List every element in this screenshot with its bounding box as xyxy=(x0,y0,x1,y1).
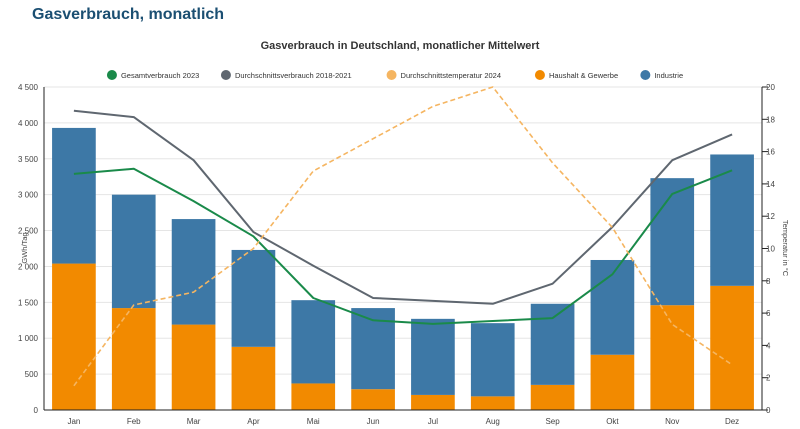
y-tick-label: 0 xyxy=(34,406,39,415)
x-tick-label: Aug xyxy=(486,417,500,426)
bar-industrie xyxy=(470,323,515,397)
y2-axis-label: Temperatur in °C xyxy=(781,220,790,277)
bar-industrie xyxy=(530,303,575,385)
line-durchschnittsverbrauch-2018-2021 xyxy=(73,109,733,305)
x-tick-label: Okt xyxy=(606,417,619,426)
y2-tick-label: 10 xyxy=(766,245,775,254)
x-tick-label: Feb xyxy=(127,417,141,426)
legend-marker xyxy=(640,70,651,80)
bar-industrie xyxy=(52,127,96,264)
grid-lines xyxy=(44,86,762,375)
y2-tick-label: 0 xyxy=(766,406,771,415)
bar-series xyxy=(52,127,754,410)
bar-industrie xyxy=(111,194,156,309)
chart-legend: Gesamtverbrauch 2023 Durchschnittsverbrau… xyxy=(106,70,683,80)
x-tick-label: Jul xyxy=(428,417,438,426)
y-tick-label: 2 500 xyxy=(18,227,39,236)
bar-haushalt xyxy=(411,394,455,410)
legend-label: Gesamtverbrauch 2023 xyxy=(121,71,199,80)
legend-label: Durchschnittsverbrauch 2018-2021 xyxy=(235,71,352,80)
y-tick-label: 4 000 xyxy=(18,119,39,128)
bar-haushalt xyxy=(231,346,276,410)
y2-tick-label: 14 xyxy=(766,180,775,189)
y-tick-label: 1 000 xyxy=(18,334,39,343)
x-tick-label: Sep xyxy=(545,417,560,426)
y2-tick-label: 4 xyxy=(766,341,771,350)
x-tick-label: Dez xyxy=(725,417,739,426)
bar-industrie xyxy=(171,219,216,325)
bar-haushalt xyxy=(470,396,515,410)
y2-tick-label: 6 xyxy=(766,309,771,318)
legend-marker xyxy=(106,70,117,80)
bar-haushalt xyxy=(530,384,575,410)
x-tick-label: Jan xyxy=(67,417,80,426)
page-heading: Gasverbrauch, monatlich xyxy=(32,6,225,23)
chart-title: Gasverbrauch in Deutschland, monatlicher… xyxy=(261,40,540,52)
y-tick-label: 1 500 xyxy=(18,298,39,307)
x-tick-label: Mar xyxy=(187,417,201,426)
y2-tick-label: 12 xyxy=(766,212,775,221)
line-series xyxy=(73,86,733,387)
y-tick-label: 4 500 xyxy=(18,83,39,92)
bar-haushalt xyxy=(52,263,96,410)
line-durchschnittstemperatur-2024 xyxy=(73,86,733,387)
axes: 0 500 1 000 1 500 2 000 2 500 3 000 3 500 4 000 4… xyxy=(18,83,775,426)
y2-tick-label: 2 xyxy=(766,374,771,383)
bar-industrie xyxy=(291,300,336,384)
y-tick-label: 500 xyxy=(25,370,39,379)
x-tick-label: Jun xyxy=(367,417,380,426)
bar-haushalt xyxy=(171,324,216,410)
y-tick-label: 2 000 xyxy=(18,262,39,271)
bar-haushalt xyxy=(590,354,635,410)
legend-label: Industrie xyxy=(654,71,683,80)
y2-tick-label: 16 xyxy=(766,148,775,157)
x-tick-label: Apr xyxy=(247,417,260,426)
bar-industrie xyxy=(411,318,455,395)
bar-haushalt xyxy=(710,285,754,410)
y2-tick-label: 20 xyxy=(766,83,775,92)
y2-tick-label: 18 xyxy=(766,115,775,124)
bar-haushalt xyxy=(111,308,156,410)
legend-label: Durchschnittstemperatur 2024 xyxy=(401,71,501,80)
y-tick-label: 3 500 xyxy=(18,155,39,164)
bar-haushalt xyxy=(291,383,336,410)
bar-industrie xyxy=(231,249,276,347)
bar-haushalt xyxy=(351,389,395,410)
legend-marker xyxy=(534,70,545,80)
bar-industrie xyxy=(650,178,695,306)
legend-marker xyxy=(386,70,397,80)
x-tick-label: Nov xyxy=(665,417,679,426)
legend-label: Haushalt & Gewerbe xyxy=(549,71,618,80)
bar-industrie xyxy=(710,154,754,286)
y2-tick-label: 8 xyxy=(766,277,771,286)
bar-industrie xyxy=(590,259,635,355)
y-tick-label: 3 000 xyxy=(18,191,39,200)
y-axis-label: GWh/Tag xyxy=(20,232,29,263)
legend-marker xyxy=(220,70,231,80)
line-gesamtverbrauch-2023 xyxy=(73,167,733,325)
x-tick-label: Mai xyxy=(307,417,320,426)
bar-haushalt xyxy=(650,305,695,410)
